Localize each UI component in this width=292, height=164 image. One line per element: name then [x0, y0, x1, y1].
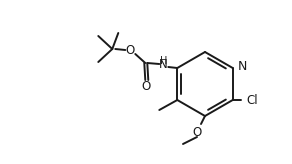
Text: N: N	[159, 59, 168, 72]
Text: O: O	[192, 125, 201, 139]
Text: O: O	[142, 80, 151, 92]
Text: Cl: Cl	[247, 93, 258, 106]
Text: N: N	[238, 61, 247, 73]
Text: H: H	[160, 56, 167, 66]
Text: O: O	[126, 44, 135, 58]
